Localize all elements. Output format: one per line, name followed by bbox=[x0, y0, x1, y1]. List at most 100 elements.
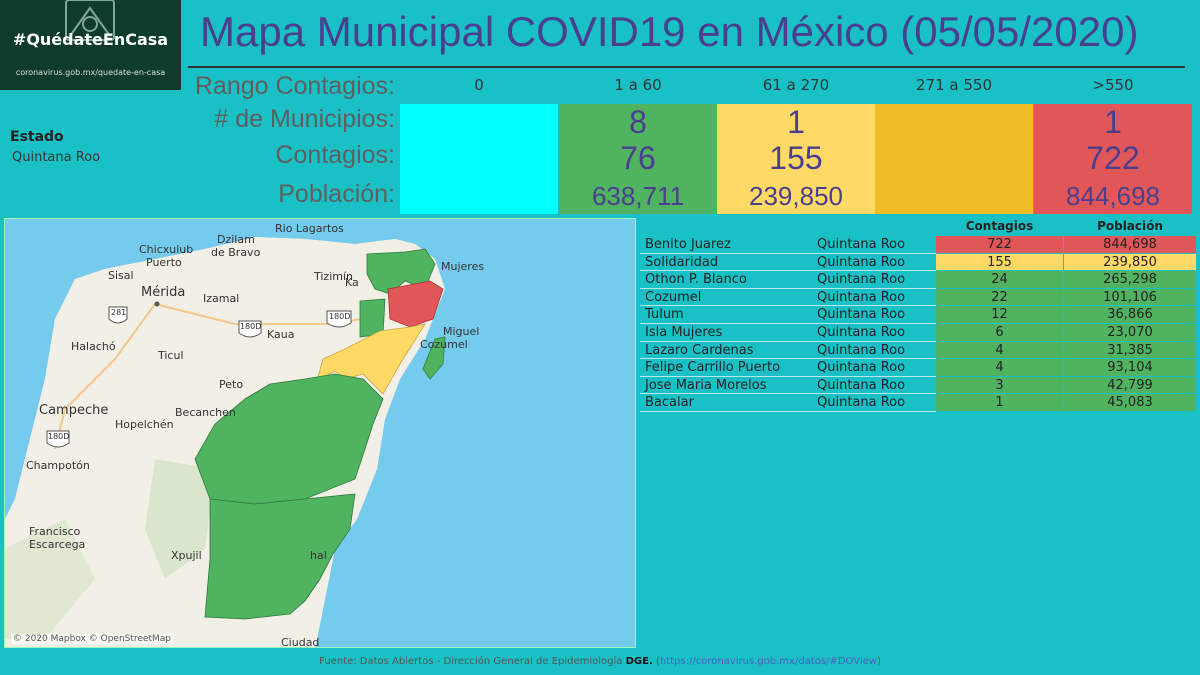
table-header-poblacion[interactable]: Población bbox=[1097, 219, 1163, 233]
footer-prefix: Fuente: Datos Abiertos - Dirección Gener… bbox=[319, 656, 626, 667]
map-label-cozumel: Cozumel bbox=[420, 338, 468, 351]
poblacion-value-1: 638,711 bbox=[591, 181, 685, 211]
map-label-puerto: Puerto bbox=[146, 256, 182, 269]
row-estado: Quintana Roo bbox=[817, 237, 906, 252]
row-poblacion: 42,799 bbox=[1064, 376, 1196, 394]
row-contagios: 4 bbox=[936, 359, 1063, 376]
row-contagios: 3 bbox=[936, 376, 1063, 394]
row-contagios: 4 bbox=[936, 341, 1063, 359]
highway-180d-shield-1 bbox=[238, 320, 262, 338]
footer-dge: DGE. bbox=[625, 656, 653, 667]
row-contagios: 22 bbox=[936, 288, 1063, 306]
row-contagios: 6 bbox=[936, 324, 1063, 341]
row-estado: Quintana Roo bbox=[817, 289, 906, 305]
range-header-2: 61 a 270 bbox=[762, 76, 830, 94]
row-contagios: 722 bbox=[936, 236, 1063, 253]
row-poblacion: 45,083 bbox=[1064, 394, 1196, 411]
row-contagios: 1 bbox=[936, 394, 1063, 411]
map-label-peto: Peto bbox=[219, 378, 244, 391]
municipio-red-benito-juarez bbox=[387, 280, 444, 328]
footer-source: Fuente: Datos Abiertos - Dirección Gener… bbox=[0, 656, 1200, 667]
row-poblacion: 265,298 bbox=[1064, 271, 1196, 288]
row-divider bbox=[640, 252, 936, 254]
row-municipio: Tulum bbox=[645, 307, 684, 323]
municipal-map[interactable]: 281 180D 180D 180D Rio Lagartos Dzilam d… bbox=[4, 218, 636, 648]
range-cell-4[interactable] bbox=[1034, 104, 1192, 214]
row-estado: Quintana Roo bbox=[817, 325, 906, 340]
highway-road-2 bbox=[54, 303, 156, 450]
table-row[interactable]: Tulum Quintana Roo 12 36,866 bbox=[640, 306, 1196, 324]
row-divider bbox=[640, 340, 936, 342]
row-estado: Quintana Roo bbox=[817, 342, 906, 358]
table-row[interactable]: Lazaro Cardenas Quintana Roo 4 31,385 bbox=[640, 341, 1196, 360]
row-divider bbox=[640, 358, 936, 360]
row-municipio: Benito Juarez bbox=[645, 237, 731, 252]
row-estado: Quintana Roo bbox=[817, 272, 906, 288]
map-label-tizimin: Tizimín bbox=[314, 270, 354, 283]
table-row[interactable]: Felipe Carrillo Puerto Quintana Roo 4 93,10… bbox=[640, 359, 1196, 377]
map-label-ka: Ka bbox=[345, 276, 359, 289]
highway-180d-shield-3 bbox=[46, 430, 70, 448]
row-divider bbox=[640, 270, 936, 272]
footer-close: ) bbox=[876, 656, 881, 667]
municipio-green-cozumel bbox=[422, 336, 446, 380]
municipios-value-2: 1 bbox=[787, 104, 805, 140]
banner-url[interactable]: coronavirus.gob.mx/quedate-en-casa bbox=[15, 68, 166, 77]
row-municipio: Bacalar bbox=[645, 395, 694, 411]
map-label-dzilam: Dzilam bbox=[217, 233, 255, 246]
map-label-ticul: Ticul bbox=[158, 349, 184, 362]
table-header-contagios[interactable]: Contagios bbox=[965, 219, 1034, 233]
map-label-sisal: Sisal bbox=[108, 269, 134, 282]
row-contagios: 155 bbox=[936, 253, 1063, 271]
table-row[interactable]: Jose Maria Morelos Quintana Roo 3 42,799 bbox=[640, 376, 1196, 395]
covid-virus-icon bbox=[65, 0, 115, 41]
highway-281-shield bbox=[108, 306, 128, 324]
estado-filter-value[interactable]: Quintana Roo bbox=[12, 150, 101, 165]
table-row[interactable]: Cozumel Quintana Roo 22 101,106 bbox=[640, 288, 1196, 307]
map-label-de-bravo: de Bravo bbox=[211, 246, 261, 259]
row-municipio: Isla Mujeres bbox=[645, 325, 723, 340]
row-municipio: Othon P. Blanco bbox=[645, 272, 747, 288]
map-label-rio-lagartos: Rio Lagartos bbox=[275, 222, 344, 235]
row-municipio: Lazaro Cardenas bbox=[645, 342, 754, 358]
table-row[interactable]: Solidaridad Quintana Roo 155 239,850 bbox=[640, 253, 1196, 272]
map-label-campeche: Campeche bbox=[39, 403, 109, 418]
table-row[interactable]: Benito Juarez Quintana Roo 722 844,698 bbox=[640, 236, 1196, 254]
map-label-escarcega: Escarcega bbox=[29, 538, 86, 551]
contagios-value-2: 155 bbox=[769, 140, 823, 176]
row-divider bbox=[640, 287, 936, 289]
range-cell-0[interactable] bbox=[400, 104, 558, 214]
row-poblacion: 844,698 bbox=[1064, 236, 1196, 253]
row-divider bbox=[640, 410, 936, 412]
estado-filter-label: Estado bbox=[10, 129, 64, 145]
title-divider bbox=[188, 66, 1185, 68]
poblacion-value-2: 239,850 bbox=[749, 181, 843, 211]
map-canvas[interactable] bbox=[5, 219, 636, 648]
row-estado: Quintana Roo bbox=[817, 307, 906, 323]
shield-180d-text-1: 180D bbox=[240, 322, 262, 331]
table-row[interactable]: Othon P. Blanco Quintana Roo 24 265,298 bbox=[640, 271, 1196, 289]
row-estado: Quintana Roo bbox=[817, 377, 906, 393]
map-label-chicxulub: Chicxulub bbox=[139, 243, 194, 256]
footer-open: ( bbox=[652, 656, 660, 667]
range-cell-3[interactable] bbox=[875, 104, 1033, 214]
range-cell-1[interactable] bbox=[559, 104, 717, 214]
row-estado: Quintana Roo bbox=[817, 254, 906, 270]
map-label-kaua: Kaua bbox=[267, 328, 295, 341]
contagios-value-4: 722 bbox=[1086, 140, 1140, 176]
range-header-0: 0 bbox=[474, 76, 484, 94]
map-label-ciudad: Ciudad bbox=[281, 636, 320, 648]
quedate-en-casa-banner[interactable]: #QuédateEnCasa coronavirus.gob.mx/quedat… bbox=[0, 0, 181, 90]
row-municipio: Cozumel bbox=[645, 289, 702, 305]
forest-area-2 bbox=[5, 519, 95, 639]
rango-contagios-label: Rango Contagios: bbox=[194, 72, 395, 100]
shield-180d-text-2: 180D bbox=[329, 312, 351, 321]
row-municipio: Felipe Carrillo Puerto bbox=[645, 360, 781, 376]
table-row[interactable]: Bacalar Quintana Roo 1 45,083 bbox=[640, 394, 1196, 412]
map-label-francisco: Francisco bbox=[29, 525, 81, 538]
municipios-value-1: 8 bbox=[629, 104, 647, 140]
footer-link[interactable]: https://coronavirus.gob.mx/datos/#DOView bbox=[659, 656, 877, 667]
table-row[interactable]: Isla Mujeres Quintana Roo 6 23,070 bbox=[640, 324, 1196, 342]
map-attribution[interactable]: © 2020 Mapbox © OpenStreetMap bbox=[11, 634, 173, 644]
range-cell-2[interactable] bbox=[717, 104, 875, 214]
